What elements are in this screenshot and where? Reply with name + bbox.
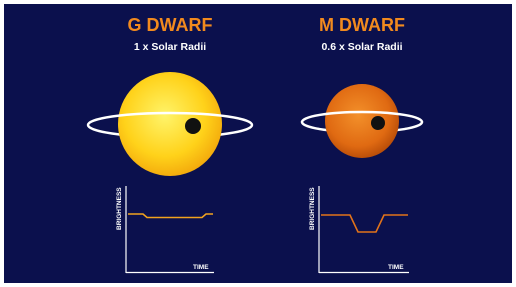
y-axis-label: BRIGHTNESS xyxy=(309,187,316,230)
planet xyxy=(371,116,385,130)
y-axis-label: BRIGHTNESS xyxy=(116,187,123,230)
x-axis-label: TIME xyxy=(388,264,404,271)
x-axis-label: TIME xyxy=(193,264,209,271)
diagram: G DWARF 1 x Solar Radii BRIGHTNESS TIME … xyxy=(0,0,516,287)
star xyxy=(118,72,222,176)
page: G DWARF 1 x Solar Radii BRIGHTNESS TIME … xyxy=(0,0,516,287)
star xyxy=(325,84,399,158)
panel-subtitle: 0.6 x Solar Radii xyxy=(321,41,402,53)
panel-title: G DWARF xyxy=(128,15,213,35)
background xyxy=(4,4,512,283)
panel-title: M DWARF xyxy=(319,15,405,35)
planet xyxy=(185,118,201,134)
panel-subtitle: 1 x Solar Radii xyxy=(134,41,206,53)
